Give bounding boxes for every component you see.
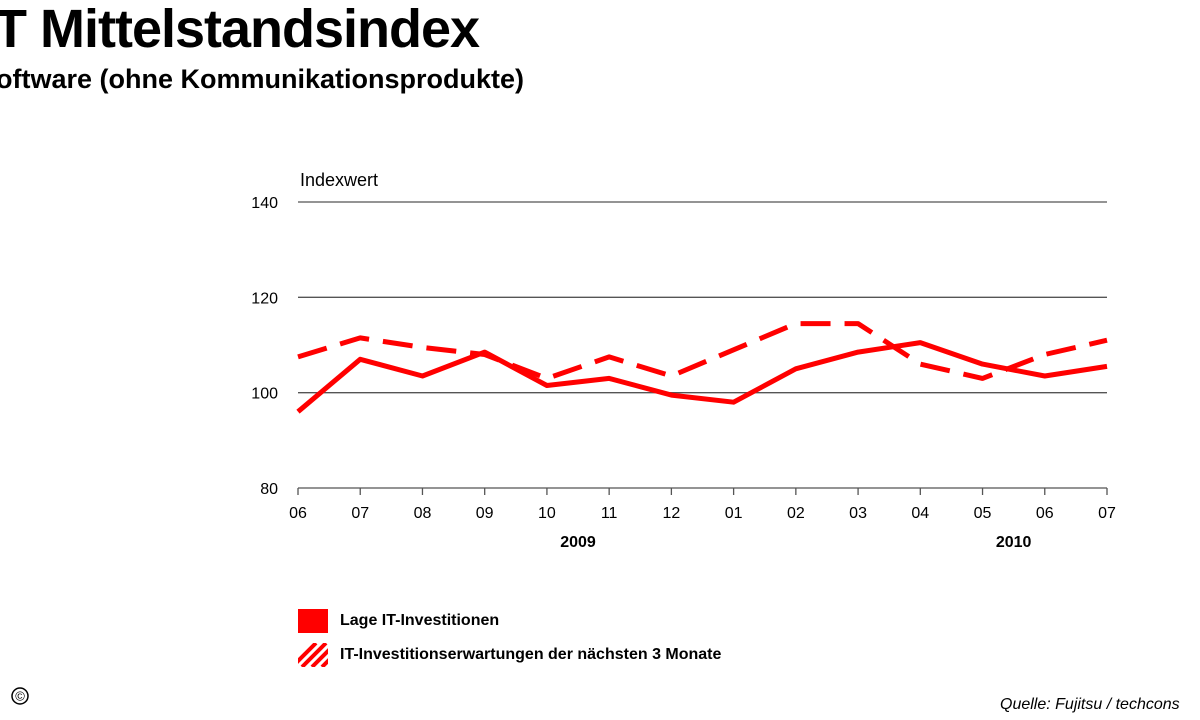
legend-label-erwartungen: IT-Investitionserwartungen der nächsten … (340, 646, 722, 663)
y-axis-label: Indexwert (300, 170, 378, 190)
x-tick-label-3: 09 (476, 505, 494, 522)
y-tick-label-120: 120 (251, 290, 278, 307)
x-tick-label-4: 10 (538, 505, 556, 522)
copyright-icon: © (11, 687, 29, 705)
page-title: T Mittelstandsindex (0, 0, 480, 59)
x-tick-label-6: 12 (662, 505, 680, 522)
line-chart: Indexwert 80 100 120 140 06 07 08 09 10 11 12 01 02… (251, 170, 1116, 551)
x-tick-label-5: 11 (601, 505, 618, 522)
y-tick-label-140: 140 (251, 195, 278, 212)
source-note: Quelle: Fujitsu / techcons (1000, 696, 1180, 713)
hatched-swatch-icon (298, 643, 328, 667)
chart-legend: Lage IT-Investitionen IT-Investitionserw… (298, 604, 721, 672)
x-tick-label-10: 04 (911, 505, 929, 522)
legend-label-lage: Lage IT-Investitionen (340, 612, 500, 629)
series-line-lage (296, 340, 1108, 414)
y-tick-label-100: 100 (251, 386, 278, 403)
x-tick-label-13: 07 (1098, 505, 1116, 522)
x-tick-label-7: 01 (725, 505, 743, 522)
x-tick-label-11: 05 (974, 505, 992, 522)
legend-item-lage: Lage IT-Investitionen (298, 604, 721, 638)
x-tick-label-0: 06 (289, 505, 307, 522)
x-tick-label-2: 08 (414, 505, 432, 522)
legend-item-erwartungen: IT-Investitionserwartungen der nächsten … (298, 638, 721, 672)
x-tick-label-1: 07 (351, 505, 369, 522)
solid-swatch-icon (298, 609, 328, 633)
series-line-erwartungen (297, 321, 1108, 381)
copyright-symbol: © (15, 689, 25, 704)
page-subtitle: oftware (ohne Kommunikationsprodukte) (0, 64, 525, 94)
x-tick-label-9: 03 (849, 505, 867, 522)
x-tick-label-12: 06 (1036, 505, 1054, 522)
y-tick-label-80: 80 (260, 481, 278, 498)
year-label-2010: 2010 (996, 534, 1032, 551)
year-label-2009: 2009 (560, 534, 596, 551)
x-tick-label-8: 02 (787, 505, 805, 522)
